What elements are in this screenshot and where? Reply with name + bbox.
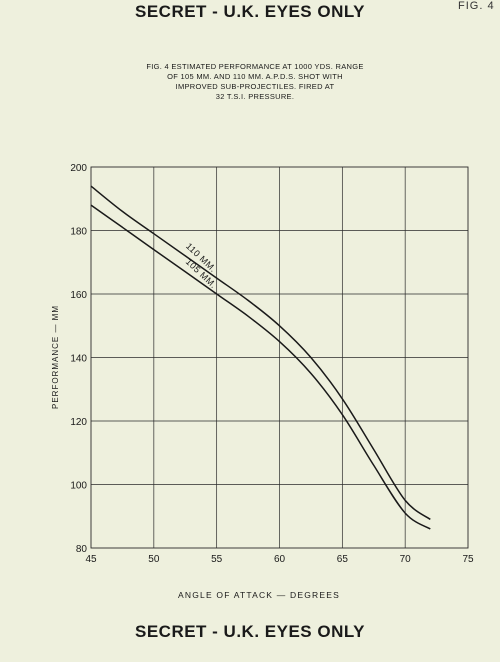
- header-classification: SECRET - U.K. EYES ONLY: [134, 2, 366, 21]
- y-tick-label: 120: [70, 417, 87, 428]
- series-layer: [90, 185, 431, 530]
- x-tick-label: 75: [462, 554, 474, 565]
- y-axis-label: PERFORMANCE — MM: [51, 305, 60, 409]
- caption-line-3: IMPROVED SUB-PROJECTILES. FIRED AT: [175, 82, 335, 91]
- y-tick-label: 100: [70, 481, 87, 492]
- x-tick-label: 65: [337, 554, 349, 565]
- x-axis-label: ANGLE OF ATTACK — DEGREES: [178, 590, 340, 600]
- caption-line-2: OF 105 MM. AND 110 MM. A.P.D.S. SHOT WIT…: [167, 72, 343, 81]
- footer-classification: SECRET - U.K. EYES ONLY: [134, 622, 366, 641]
- x-tick-label: 45: [85, 554, 97, 565]
- caption-line-1: FIG. 4 ESTIMATED PERFORMANCE AT 1000 YDS…: [146, 62, 364, 71]
- grid-layer: [90, 166, 469, 549]
- x-tick-label: 70: [400, 554, 412, 565]
- series-line-105-mm: [90, 204, 431, 530]
- y-tick-label: 80: [76, 544, 88, 555]
- tick-labels: 45 50 55 60 65 70 75 80 100 120 140 160 180 200: [70, 163, 474, 565]
- y-tick-label: 180: [70, 227, 87, 238]
- y-tick-label: 140: [70, 354, 87, 365]
- series-line-110-mm: [90, 185, 431, 521]
- y-tick-label: 200: [70, 163, 87, 174]
- caption-line-4: 32 T.S.I. PRESSURE.: [215, 92, 295, 101]
- x-tick-label: 55: [211, 554, 223, 565]
- y-tick-label: 160: [70, 290, 87, 301]
- x-tick-label: 50: [148, 554, 160, 565]
- x-tick-label: 60: [274, 554, 286, 565]
- figure-reference: FIG. 4: [458, 0, 495, 12]
- figure-caption: FIG. 4 ESTIMATED PERFORMANCE AT 1000 YDS…: [105, 62, 405, 102]
